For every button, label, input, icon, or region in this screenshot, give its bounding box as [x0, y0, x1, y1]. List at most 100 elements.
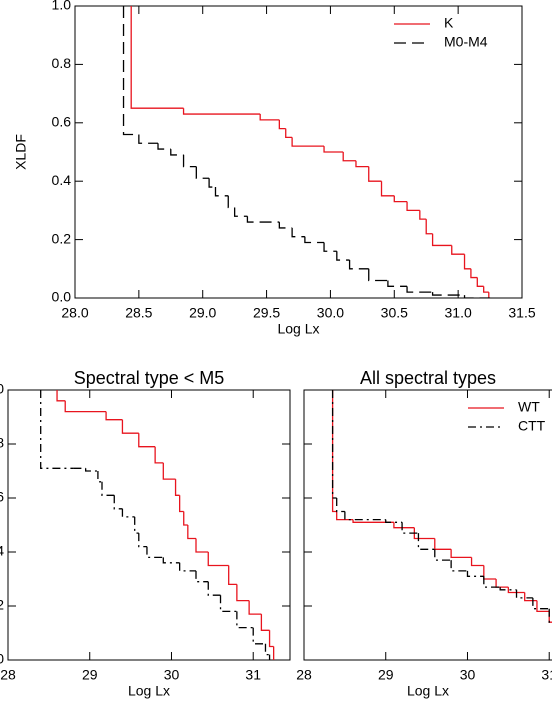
step-line	[291, 137, 325, 147]
step-line	[121, 508, 135, 518]
step-line	[536, 600, 550, 613]
x-axis-label: Log Lx	[128, 683, 170, 699]
step-line	[187, 525, 196, 540]
step-line	[344, 511, 386, 521]
step-line	[252, 627, 266, 645]
step-line	[323, 242, 337, 252]
step-line	[463, 254, 471, 270]
step-line	[434, 549, 452, 561]
step-line	[179, 562, 196, 572]
step-line	[121, 419, 139, 434]
step-line	[122, 6, 139, 136]
step-line	[495, 579, 509, 588]
step-line	[483, 286, 489, 293]
step-line	[64, 400, 107, 413]
step-line	[291, 227, 305, 238]
step-line	[130, 6, 184, 109]
step-line	[285, 128, 293, 139]
step-line	[476, 277, 484, 287]
step-line	[368, 166, 382, 182]
x-tick-label: 30.5	[381, 305, 408, 321]
step-line	[348, 260, 369, 270]
step-line	[105, 411, 123, 421]
x-axis-label: Log Lx	[407, 683, 449, 699]
step-line	[323, 146, 344, 153]
step-line	[138, 134, 159, 144]
step-line	[368, 268, 388, 282]
step-line	[170, 149, 184, 156]
y-tick-label: 0.2	[52, 230, 72, 246]
y-tick-label: 0.4	[52, 172, 72, 188]
step-line	[162, 557, 180, 564]
legend-label: K	[444, 15, 454, 31]
step-line	[483, 576, 501, 588]
step-line	[179, 495, 184, 513]
y-tick-label: 0.8	[0, 435, 4, 451]
series-group	[40, 390, 275, 660]
step-line	[483, 565, 497, 580]
step-line	[434, 538, 452, 550]
step-line	[278, 222, 293, 229]
x-tick-label: 29	[82, 667, 98, 683]
step-line	[207, 581, 221, 596]
x-tick-label: 31	[541, 667, 552, 683]
step-line	[401, 522, 419, 534]
step-line	[56, 390, 66, 402]
step-line	[413, 527, 435, 540]
step-line	[507, 587, 525, 594]
y-tick-label: 0.4	[0, 543, 4, 559]
step-line	[355, 160, 369, 168]
x-axis-label: Log Lx	[277, 321, 319, 337]
step-line	[134, 516, 139, 534]
step-line	[451, 245, 465, 255]
step-line	[385, 519, 403, 523]
step-line	[532, 597, 550, 610]
step-line	[463, 295, 491, 298]
step-line	[162, 462, 176, 480]
step-line	[236, 584, 250, 602]
step-line	[425, 219, 433, 235]
y-tick-label: 0.8	[52, 55, 72, 71]
step-line	[248, 600, 262, 615]
legend-label: WT	[518, 399, 540, 415]
step-line	[146, 546, 164, 559]
step-line	[138, 533, 147, 548]
step-line	[336, 511, 354, 521]
x-tick-label: 28	[296, 667, 312, 683]
step-line	[228, 565, 237, 586]
step-line	[182, 154, 197, 168]
step-line	[174, 479, 180, 496]
step-line	[419, 210, 427, 220]
step-line	[208, 178, 216, 188]
step-line	[182, 108, 261, 115]
step-line	[524, 592, 537, 602]
step-line	[450, 560, 468, 572]
y-tick-label: 0.6	[0, 489, 4, 505]
x-tick-label: 29.0	[189, 305, 216, 321]
step-line	[207, 552, 229, 567]
step-line	[246, 216, 280, 223]
step-line	[515, 589, 533, 599]
plot-frame	[7, 389, 291, 661]
step-line	[278, 119, 286, 130]
step-line	[40, 390, 74, 469]
step-line	[85, 468, 98, 472]
chart-title: All spectral types	[360, 368, 496, 388]
y-tick-label: 1.0	[52, 0, 72, 13]
x-tick-label: 30.0	[317, 305, 344, 321]
x-tick-label: 31.5	[508, 305, 535, 321]
step-line	[219, 595, 237, 613]
step-line	[470, 557, 484, 567]
step-line	[393, 195, 408, 203]
step-line	[406, 286, 433, 293]
step-line	[260, 614, 270, 631]
step-line	[113, 495, 123, 510]
y-tick-label: 0.0	[0, 651, 4, 667]
step-line	[304, 236, 325, 244]
step-line	[336, 251, 350, 261]
x-tick-label: 28.0	[61, 305, 88, 321]
step-line	[97, 471, 102, 483]
x-tick-label: 31	[245, 667, 261, 683]
chart-title: Spectral type < M5	[74, 368, 225, 388]
step-line	[259, 114, 280, 121]
